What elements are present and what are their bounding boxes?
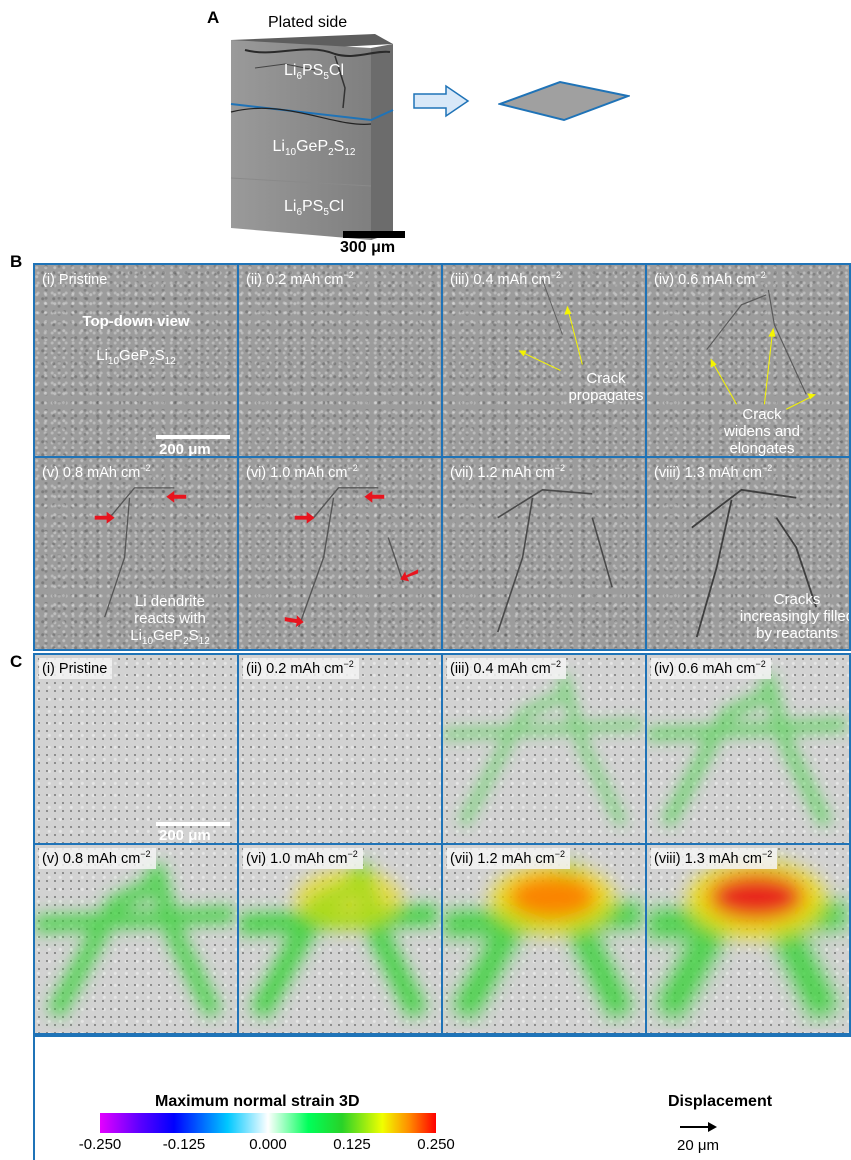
legend-area (33, 1035, 851, 1160)
sem-cell-0-2: (ii) 0.2 mAh cm−2 (239, 265, 441, 456)
cell-label: (v) 0.8 mAh cm−2 (42, 463, 151, 481)
strain-field (443, 673, 643, 827)
crack-propagates-note: Crack propagates (568, 370, 644, 404)
cube-layer-middle-label: Li10GeP2S12 (272, 138, 356, 159)
cell-label: (iv) 0.6 mAh cm−2 (654, 270, 766, 288)
arrow-right-icon (413, 84, 470, 118)
sem-cell-1-0: (vi) 1.0 mAh cm−2 (239, 458, 441, 649)
sem-cell-0-6: (iv) 0.6 mAh cm−2 Crack widens and elongat… (647, 265, 849, 456)
crack-widens-note: Crack widens and elongates (724, 406, 800, 456)
plated-side-label: Plated side (268, 14, 348, 31)
dendrite-markers (94, 487, 187, 618)
scale-bar-a-label: 300 μm (340, 239, 396, 256)
colorbar-tick: -0.250 (78, 1136, 122, 1153)
strain-cell: (vi) 1.0 mAh cm−2 (239, 845, 441, 1033)
strain-field (647, 860, 847, 1021)
scale-bar-c (156, 822, 230, 826)
colorbar-tick: 0.000 (249, 1136, 287, 1153)
panel-c-letter: C (10, 652, 23, 671)
slice-plane-icon (498, 80, 630, 122)
crack-widen-arrows (706, 289, 817, 410)
scale-bar-a (343, 231, 405, 238)
colorbar-tick: 0.125 (333, 1136, 371, 1153)
scale-bar-b (156, 435, 230, 439)
panel-c-grid: (i) Pristine 200 μm (ii) 0.2 mAh cm−2 (i… (33, 653, 851, 1035)
sem-cell-0-8: (v) 0.8 mAh cm−2 Li dendrite reacts with L… (35, 458, 237, 649)
top-down-label: Top-down view (82, 313, 190, 330)
colorbar-title: Maximum normal strain 3D (155, 1093, 360, 1110)
cell-label: (iii) 0.4 mAh cm−2 (447, 658, 566, 679)
cell-label: (ii) 0.2 mAh cm−2 (243, 658, 359, 679)
cube-layer-top-label: Li6PS5Cl (283, 62, 345, 83)
panel-a-letter: A (207, 8, 220, 27)
strain-field (35, 862, 235, 1019)
cell-label: (i) Pristine (42, 271, 108, 288)
strain-cell: (iv) 0.6 mAh cm−2 (647, 655, 849, 843)
sem-cell-pristine: (i) Pristine Top-down view Li10GeP2S12 2… (35, 265, 237, 456)
sem-cell-0-4: (iii) 0.4 mAh cm−2 Crack propagates (443, 265, 645, 456)
dendrite-markers (284, 487, 419, 628)
strain-field (647, 673, 847, 828)
cell-label: (ii) 0.2 mAh cm−2 (246, 270, 354, 288)
strain-cell: (viii) 1.3 mAh cm−2 (647, 845, 849, 1033)
cell-label: (i) Pristine (39, 658, 113, 679)
colorbar-tick: 0.250 (417, 1136, 455, 1153)
cell-label: (viii) 1.3 mAh cm−2 (651, 848, 778, 869)
scale-bar-c-label: 200 μm (159, 827, 211, 843)
panel-b-letter: B (10, 252, 23, 271)
strain-colorbar (100, 1113, 436, 1133)
scale-bar-b-label: 200 μm (159, 441, 211, 456)
displacement-arrow-icon (680, 1122, 717, 1132)
cell-label: (vi) 1.0 mAh cm−2 (243, 848, 363, 869)
sem-cell-1-2: (vii) 1.2 mAh cm−2 (443, 458, 645, 649)
cube-drawing (230, 34, 394, 240)
material-label: Li10GeP2S12 (96, 347, 176, 367)
strain-field (239, 861, 439, 1020)
cell-label: (vii) 1.2 mAh cm−2 (450, 463, 566, 481)
cell-label: (iii) 0.4 mAh cm−2 (450, 270, 561, 288)
strain-cell: (i) Pristine 200 μm (35, 655, 237, 843)
cell-label: (vii) 1.2 mAh cm−2 (447, 848, 571, 869)
cell-label: (iv) 0.6 mAh cm−2 (651, 658, 771, 679)
strain-cell: (vii) 1.2 mAh cm−2 (443, 845, 645, 1033)
cracks-filled-note: Cracks increasingly filled by reactants (739, 591, 849, 642)
colorbar-tick: -0.125 (162, 1136, 206, 1153)
strain-cell: (v) 0.8 mAh cm−2 (35, 845, 237, 1033)
strain-field (443, 861, 643, 1021)
cell-label: (v) 0.8 mAh cm−2 (39, 848, 156, 869)
displacement-scale-label: 20 μm (677, 1137, 719, 1154)
cell-label: (viii) 1.3 mAh cm−2 (654, 463, 773, 481)
crack-lines (496, 489, 613, 633)
strain-cell: (ii) 0.2 mAh cm−2 (239, 655, 441, 843)
panel-b-grid: (i) Pristine Top-down view Li10GeP2S12 2… (33, 263, 851, 651)
cell-label: (vi) 1.0 mAh cm−2 (246, 463, 358, 481)
strain-cell: (iii) 0.4 mAh cm−2 (443, 655, 645, 843)
crack-annotation-arrows (518, 279, 583, 371)
crack-lines (691, 488, 817, 638)
sample-cube: Li6PS5Cl Li10GeP2S12 Li6PS5Cl (225, 28, 403, 246)
displacement-title: Displacement (668, 1093, 773, 1110)
sem-cell-1-3: (viii) 1.3 mAh cm−2 Cracks increasingly f… (647, 458, 849, 649)
dendrite-reacts-note: Li dendrite reacts with Li10GeP2S12 (130, 593, 210, 647)
cube-layer-bottom-label: Li6PS5Cl (283, 198, 345, 219)
